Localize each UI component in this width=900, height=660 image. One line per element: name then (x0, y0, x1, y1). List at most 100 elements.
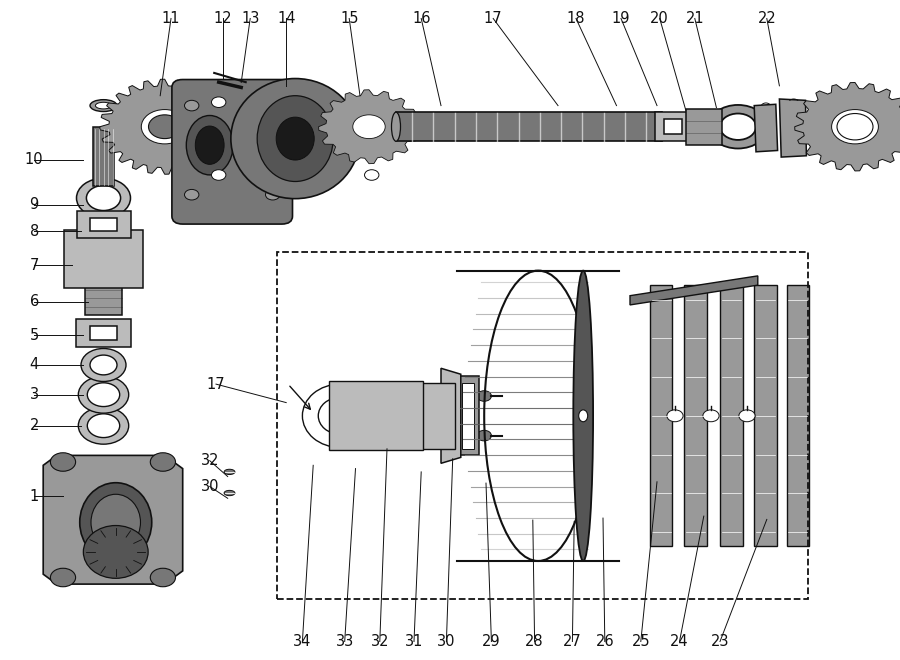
Text: 13: 13 (241, 11, 259, 26)
Circle shape (353, 115, 385, 139)
FancyBboxPatch shape (664, 119, 682, 134)
Circle shape (477, 430, 491, 441)
Circle shape (90, 355, 117, 375)
Text: 6: 6 (30, 294, 39, 309)
Ellipse shape (84, 525, 148, 578)
FancyBboxPatch shape (720, 285, 742, 546)
Ellipse shape (186, 115, 233, 175)
Circle shape (124, 241, 128, 244)
Ellipse shape (224, 490, 235, 496)
Text: 23: 23 (711, 634, 729, 649)
Ellipse shape (240, 133, 278, 181)
Ellipse shape (392, 112, 400, 141)
Circle shape (382, 432, 388, 436)
Circle shape (378, 392, 443, 440)
Circle shape (50, 568, 76, 587)
Ellipse shape (230, 79, 360, 199)
Circle shape (266, 100, 280, 111)
Circle shape (86, 185, 121, 211)
Ellipse shape (195, 126, 224, 164)
Ellipse shape (95, 102, 112, 109)
Circle shape (662, 124, 669, 129)
Text: 18: 18 (567, 11, 585, 26)
Circle shape (433, 395, 438, 399)
Text: 5: 5 (30, 328, 39, 343)
Text: 31: 31 (405, 634, 423, 649)
FancyBboxPatch shape (64, 230, 143, 288)
Circle shape (78, 407, 129, 444)
Polygon shape (319, 90, 419, 164)
Text: 27: 27 (563, 634, 581, 649)
Text: 7: 7 (30, 258, 39, 273)
Circle shape (720, 114, 756, 140)
Text: 20: 20 (651, 11, 669, 26)
Circle shape (708, 105, 768, 148)
Circle shape (50, 453, 76, 471)
Text: 3: 3 (30, 387, 39, 402)
Text: 21: 21 (686, 11, 704, 26)
Circle shape (667, 410, 683, 422)
Text: 10: 10 (25, 152, 43, 167)
Polygon shape (754, 104, 778, 152)
Text: 17: 17 (484, 11, 502, 26)
Circle shape (81, 348, 126, 381)
Circle shape (87, 383, 120, 407)
Text: 30: 30 (437, 634, 455, 649)
Text: 1: 1 (30, 489, 39, 504)
Circle shape (739, 410, 755, 422)
Circle shape (212, 170, 226, 180)
Text: 22: 22 (758, 11, 776, 26)
Circle shape (184, 100, 199, 111)
Text: 17: 17 (207, 377, 225, 391)
FancyBboxPatch shape (459, 376, 479, 455)
Text: 2: 2 (30, 418, 39, 433)
Circle shape (76, 178, 130, 218)
Text: 16: 16 (412, 11, 430, 26)
Text: 4: 4 (30, 358, 39, 372)
Ellipse shape (91, 494, 140, 550)
FancyBboxPatch shape (85, 281, 122, 315)
Circle shape (79, 241, 83, 244)
Ellipse shape (90, 100, 117, 112)
Ellipse shape (319, 397, 362, 434)
Ellipse shape (573, 271, 593, 561)
Circle shape (87, 331, 95, 336)
Circle shape (212, 97, 226, 108)
FancyBboxPatch shape (655, 112, 691, 141)
FancyBboxPatch shape (684, 285, 706, 546)
Circle shape (75, 238, 132, 280)
Text: 28: 28 (526, 634, 544, 649)
Text: 33: 33 (336, 634, 354, 649)
Polygon shape (795, 82, 900, 171)
Circle shape (433, 432, 438, 436)
Polygon shape (779, 99, 806, 157)
Ellipse shape (248, 143, 271, 172)
Circle shape (670, 124, 677, 129)
Circle shape (79, 274, 83, 277)
Circle shape (364, 97, 379, 108)
Text: 32: 32 (371, 634, 389, 649)
FancyBboxPatch shape (76, 211, 130, 238)
Circle shape (100, 222, 107, 227)
Circle shape (346, 434, 352, 438)
Text: 12: 12 (214, 11, 232, 26)
Text: 32: 32 (201, 453, 219, 468)
Text: 34: 34 (293, 634, 311, 649)
FancyBboxPatch shape (396, 112, 662, 141)
Polygon shape (441, 368, 461, 463)
Circle shape (477, 391, 491, 401)
Circle shape (87, 414, 120, 438)
Circle shape (703, 410, 719, 422)
Polygon shape (630, 276, 758, 305)
Circle shape (124, 274, 128, 277)
Polygon shape (100, 79, 230, 174)
Circle shape (141, 110, 188, 144)
Circle shape (78, 376, 129, 413)
Circle shape (400, 434, 406, 438)
Circle shape (184, 189, 199, 200)
Text: 14: 14 (277, 11, 295, 26)
Ellipse shape (224, 469, 235, 475)
Circle shape (678, 124, 685, 129)
Circle shape (112, 331, 120, 336)
FancyBboxPatch shape (329, 381, 423, 450)
